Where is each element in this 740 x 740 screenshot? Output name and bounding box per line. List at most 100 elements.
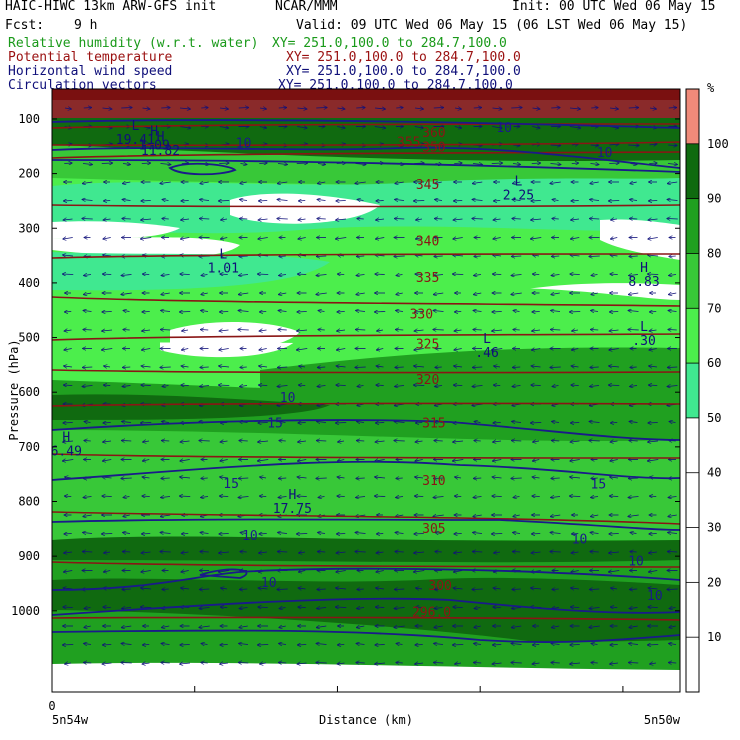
wind-vector (670, 422, 676, 423)
wind-vector (102, 108, 112, 109)
wind-vector (260, 330, 267, 331)
wind-vector (649, 571, 658, 573)
wind-vector (512, 589, 521, 590)
wind-vector (513, 386, 521, 387)
wind-vector (121, 108, 132, 109)
wind-vector (670, 608, 676, 609)
wind-vector (299, 588, 306, 589)
wind-vector (200, 367, 209, 368)
wind-vector (180, 477, 191, 478)
wind-vector (609, 385, 620, 386)
wind-vector (336, 571, 346, 573)
wind-vector (552, 275, 560, 276)
wind-vector (85, 422, 91, 423)
wind-vector (219, 534, 229, 535)
wind-vector (201, 533, 209, 534)
wind-vector (435, 386, 443, 387)
wind-vector (374, 108, 385, 109)
wind-vector (552, 626, 560, 628)
wind-vector (336, 219, 347, 220)
wind-vector (513, 515, 520, 517)
wind-vector (65, 330, 72, 331)
wind-vector (610, 496, 619, 497)
wind-vector (591, 293, 598, 295)
wind-vector (416, 588, 423, 589)
wind-vector (238, 108, 249, 109)
wind-vector (317, 608, 327, 609)
colorbar-segment (686, 582, 699, 638)
wind-vector (473, 330, 482, 331)
wind-vector (83, 330, 92, 331)
wind-vector (319, 311, 325, 312)
colorbar-segment (686, 308, 699, 364)
wind-vector (376, 423, 385, 424)
wind-vector (550, 182, 561, 184)
wind-vector (433, 108, 444, 109)
wind-vector (357, 626, 365, 628)
wind-vector (122, 608, 132, 609)
wind-vector (454, 571, 463, 573)
wind-vector (375, 496, 386, 497)
wind-vector (395, 200, 405, 201)
wind-vector (553, 386, 559, 387)
wind-vector (669, 497, 677, 498)
wind-vector (240, 589, 248, 590)
wind-vector (511, 108, 522, 109)
wind-vector (103, 441, 112, 442)
wind-speed-contour (52, 567, 680, 591)
wind-vector (394, 441, 405, 442)
wind-vector (628, 145, 639, 146)
wind-vector (649, 201, 658, 202)
x-end-label: 5n50w (644, 713, 681, 727)
field-speed-name: Horizontal wind speed (8, 64, 173, 79)
wind-vector (200, 200, 210, 201)
rh-blob-white-4 (600, 219, 680, 260)
wind-vector (337, 552, 346, 553)
wind-vector (591, 515, 599, 517)
wind-vector (590, 589, 600, 590)
wind-vector (396, 497, 404, 498)
wind-vector (571, 385, 579, 386)
wind-vector (85, 608, 91, 609)
wind-vector (162, 441, 170, 442)
wind-vector (512, 404, 521, 406)
wind-vector (162, 644, 170, 645)
wind-vector (572, 366, 579, 367)
theta-label: 320 (416, 373, 439, 388)
wind-vector (473, 533, 483, 534)
wind-vector (103, 238, 111, 240)
wind-vector (356, 108, 365, 109)
wind-vector (355, 182, 366, 184)
wind-vector (338, 274, 345, 275)
y-tick-label: 700 (18, 440, 40, 454)
wind-vector (609, 163, 619, 164)
wind-vector (571, 588, 580, 589)
wind-vector (532, 108, 540, 109)
wind-vector (454, 108, 461, 109)
wind-vector (219, 127, 229, 129)
wind-vector (414, 108, 423, 109)
field-theta-name: Potential temperature (8, 50, 173, 65)
wind-vector (103, 274, 112, 275)
wind-vector (648, 238, 658, 240)
wind-vector (240, 552, 247, 553)
wind-vector (454, 385, 463, 386)
wind-vector (220, 274, 228, 275)
extremum-value: 19.41 (116, 133, 155, 148)
wind-vector (434, 275, 444, 276)
wind-vector (179, 127, 191, 129)
wind-vector (649, 385, 658, 386)
wind-vector (260, 663, 267, 664)
wind-vector (160, 552, 171, 553)
wind-vector (357, 441, 365, 442)
wind-vector (182, 552, 189, 553)
wind-vector (513, 367, 521, 368)
theta-label: 360 (422, 126, 445, 141)
wind-vector (592, 644, 598, 645)
wind-vector (396, 663, 403, 664)
theta-contour (52, 616, 680, 621)
wind-vector (533, 663, 540, 664)
wind-vector (474, 275, 482, 276)
wind-vector (629, 311, 639, 312)
wind-vector (336, 588, 347, 589)
